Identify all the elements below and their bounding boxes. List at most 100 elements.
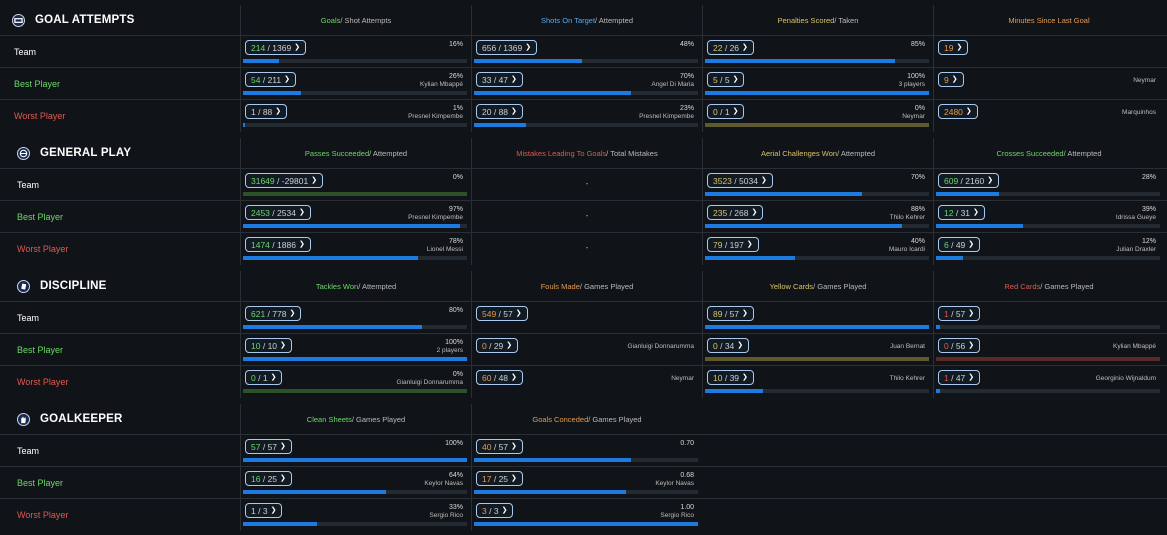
stat-percentage: 0% xyxy=(452,371,463,378)
stat-denominator: 88 xyxy=(498,106,509,117)
stat-value-button[interactable]: 9 ❯ xyxy=(938,72,964,87)
player-name: Neymar xyxy=(902,113,925,120)
stat-percentage: 1.00 xyxy=(680,504,694,511)
stat-value-button[interactable]: 0 / 1 ❯ xyxy=(707,104,745,119)
column-header-stat: Shots On Target xyxy=(540,15,596,25)
stat-value-button[interactable]: 609 / 2160 ❯ xyxy=(938,173,1000,188)
stat-value-button[interactable]: 16 / 25 ❯ xyxy=(245,471,292,486)
stat-value-button[interactable]: 10 / 10 ❯ xyxy=(245,338,292,353)
player-name: Georginio Wijnaldum xyxy=(1095,375,1156,382)
row-label: Best Player xyxy=(17,478,64,488)
stat-value-button[interactable]: 22 / 26 ❯ xyxy=(707,40,754,55)
stat-value-button[interactable]: 12 / 31 ❯ xyxy=(938,205,985,220)
stat-numerator: 0 xyxy=(944,340,949,351)
column-header-base: / Attempted xyxy=(837,148,876,158)
chevron-right-icon: ❯ xyxy=(742,373,748,381)
stat-denominator: 5034 xyxy=(739,175,758,186)
stat-denominator: 1886 xyxy=(277,239,296,250)
stat-value-button[interactable]: 549 / 57 ❯ xyxy=(476,306,528,321)
player-name: Neymar xyxy=(671,375,694,382)
stat-separator: / xyxy=(491,74,499,85)
stat-numerator: 79 xyxy=(713,239,723,250)
stat-value-button[interactable]: 2480 ❯ xyxy=(938,104,978,119)
stat-value-button[interactable]: 1 / 57 ❯ xyxy=(938,306,981,321)
stat-denominator: 10 xyxy=(267,340,278,351)
stat-value-button[interactable]: 57 / 57 ❯ xyxy=(245,439,292,454)
stat-separator: / xyxy=(948,308,956,319)
column-header-base: / Games Played xyxy=(1040,281,1094,291)
stat-value-button[interactable]: 6 / 49 ❯ xyxy=(938,237,981,252)
stat-cell: 0 / 29 ❯ Gianluigi Donnarumma xyxy=(471,334,702,366)
progress-bar-fill xyxy=(705,256,795,260)
column-header: Red Cards / Games Played xyxy=(933,271,1164,301)
progress-bar-fill xyxy=(243,458,467,462)
stat-value-button[interactable]: 3 / 3 ❯ xyxy=(476,503,514,518)
stat-value-button[interactable]: 621 / 778 ❯ xyxy=(245,306,302,321)
stat-numerator: 2480 xyxy=(944,106,963,117)
progress-bar-fill xyxy=(474,123,526,127)
stat-value-button[interactable]: 0 / 34 ❯ xyxy=(707,338,750,353)
stat-value-button[interactable]: 40 / 57 ❯ xyxy=(476,439,523,454)
stat-numerator: 656 xyxy=(482,42,497,53)
stat-denominator: 3 xyxy=(262,505,268,516)
stat-value-button[interactable]: 10 / 39 ❯ xyxy=(707,370,754,385)
stat-cell: 609 / 2160 ❯ 28% xyxy=(933,169,1164,201)
stat-value-button[interactable]: 214 / 1369 ❯ xyxy=(245,40,307,55)
stat-separator: / xyxy=(496,308,504,319)
stat-value-button[interactable]: 20 / 88 ❯ xyxy=(476,104,523,119)
stat-numerator: 33 xyxy=(482,74,492,85)
stat-cell: 549 / 57 ❯ xyxy=(471,302,702,334)
stat-value-button[interactable]: 1 / 47 ❯ xyxy=(938,370,981,385)
stat-denominator: 1 xyxy=(262,372,268,383)
chevron-right-icon: ❯ xyxy=(270,373,277,381)
stat-cell: 621 / 778 ❯ 80% xyxy=(240,302,471,334)
stat-row-worst-player: Worst Player 1 / 88 ❯ 1% Presnel Kimpembe 20 … xyxy=(0,99,1167,132)
stat-value-button[interactable]: 3523 / 5034 ❯ xyxy=(707,173,773,188)
chevron-right-icon: ❯ xyxy=(298,240,305,248)
player-name: Kylian Mbappé xyxy=(1113,343,1156,350)
chevron-right-icon: ❯ xyxy=(298,208,305,216)
stat-value-button[interactable]: 2453 / 2534 ❯ xyxy=(245,205,311,220)
progress-bar-fill xyxy=(243,522,317,526)
stat-percentage: 48% xyxy=(679,41,694,48)
stat-numerator: 20 xyxy=(482,106,492,117)
stat-value-button[interactable]: 0 / 1 ❯ xyxy=(245,370,283,385)
stat-percentage: 100% xyxy=(445,339,463,346)
stat-value-button[interactable]: 0 / 29 ❯ xyxy=(476,338,519,353)
progress-bar xyxy=(705,59,929,63)
stat-numerator: 1474 xyxy=(251,239,270,250)
stat-value-button[interactable]: 17 / 25 ❯ xyxy=(476,471,523,486)
stat-value-button[interactable]: 19 ❯ xyxy=(938,40,969,55)
chevron-right-icon: ❯ xyxy=(289,309,296,317)
stat-value-button[interactable]: 89 / 57 ❯ xyxy=(707,306,754,321)
stat-value-button[interactable]: 1 / 88 ❯ xyxy=(245,104,288,119)
stat-cell: 1 / 88 ❯ 1% Presnel Kimpembe xyxy=(240,100,471,132)
progress-bar xyxy=(474,458,698,462)
chevron-right-icon: ❯ xyxy=(732,75,739,83)
stat-value-button[interactable]: 33 / 47 ❯ xyxy=(476,72,523,87)
stat-value-button[interactable]: 0 / 56 ❯ xyxy=(938,338,981,353)
column-header-stat: Mistakes Leading To Goals xyxy=(516,148,607,158)
stat-value-button[interactable]: 5 / 5 ❯ xyxy=(707,72,745,87)
stat-value-button[interactable]: 60 / 48 ❯ xyxy=(476,370,523,385)
stat-value-button[interactable]: 79 / 197 ❯ xyxy=(707,237,759,252)
row-label: Best Player xyxy=(17,212,64,222)
stat-percentage: 0% xyxy=(452,174,463,181)
stat-percentage: 100% xyxy=(907,73,925,80)
stat-numerator: 12 xyxy=(944,207,954,218)
stat-cell: 1 / 3 ❯ 33% Sergio Rico xyxy=(240,499,471,531)
column-header-stat: Red Cards xyxy=(1004,281,1041,291)
stat-cell: 60 / 48 ❯ Neymar xyxy=(471,366,702,398)
stat-value-button[interactable]: 31649 / -29801 ❯ xyxy=(245,173,324,188)
stat-value-button[interactable]: 235 / 268 ❯ xyxy=(707,205,764,220)
player-name: Gianluigi Donnarumma xyxy=(627,343,694,350)
progress-bar xyxy=(936,357,1160,361)
section-goalkeeper: GOALKEEPER Clean Sheets / Games Played Goa… xyxy=(0,404,1167,531)
stat-value-button[interactable]: 656 / 1369 ❯ xyxy=(476,40,538,55)
stat-value-button[interactable]: 54 / 211 ❯ xyxy=(245,72,296,87)
progress-bar-fill xyxy=(705,59,896,63)
stat-value-button[interactable]: 1 / 3 ❯ xyxy=(245,503,283,518)
glove-icon xyxy=(17,412,30,426)
column-header: Minutes Since Last Goal xyxy=(933,5,1164,35)
stat-value-button[interactable]: 1474 / 1886 ❯ xyxy=(245,237,311,252)
